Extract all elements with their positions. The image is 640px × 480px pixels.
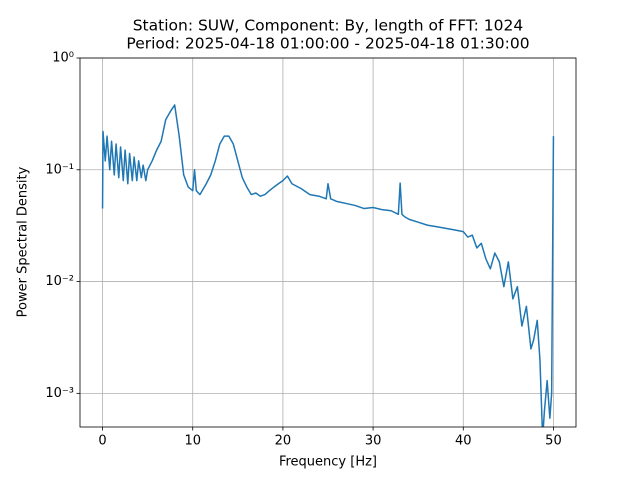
x-tick-label: 40 bbox=[455, 434, 472, 449]
plot-area bbox=[101, 104, 555, 427]
x-tick-label: 20 bbox=[275, 434, 292, 449]
y-tick-label: 10⁰ bbox=[52, 51, 74, 66]
y-tick-label: 10⁻³ bbox=[45, 386, 74, 401]
y-tick-label: 10⁻² bbox=[45, 274, 74, 289]
chart-title: Station: SUW, Component: By, length of F… bbox=[133, 17, 524, 35]
x-tick-label: 0 bbox=[98, 434, 106, 449]
chart-subtitle: Period: 2025-04-18 01:00:00 - 2025-04-18… bbox=[126, 35, 529, 53]
y-tick-label: 10⁻¹ bbox=[45, 162, 74, 177]
axes-frame bbox=[79, 57, 577, 428]
x-tick-label: 30 bbox=[365, 434, 382, 449]
x-tick-label: 10 bbox=[184, 434, 201, 449]
x-axis-label: Frequency [Hz] bbox=[279, 455, 377, 470]
x-tick-label: 50 bbox=[545, 434, 562, 449]
ticks: 0 10 20 30 40 50 10⁰ 10⁻¹ 10⁻² 10⁻³ bbox=[45, 51, 561, 449]
y-axis-label: Power Spectral Density bbox=[16, 166, 31, 317]
data-line bbox=[101, 104, 555, 427]
